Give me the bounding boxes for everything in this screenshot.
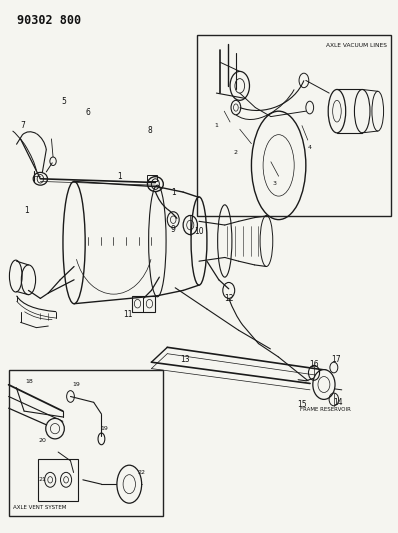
Bar [38, 458, 78, 501]
Text: 7: 7 [20, 121, 25, 130]
Text: 3: 3 [273, 181, 277, 186]
Text: 10: 10 [194, 228, 204, 237]
Bar [147, 175, 157, 181]
Text: 1: 1 [215, 123, 219, 128]
Bar [9, 370, 163, 516]
Text: 9: 9 [171, 225, 176, 234]
Text: AXLE VACUUM LINES: AXLE VACUUM LINES [326, 43, 387, 48]
Bar [132, 296, 155, 312]
Text: 14: 14 [333, 398, 343, 407]
Text: 15: 15 [297, 400, 307, 409]
Text: 4: 4 [308, 145, 312, 150]
Text: 16: 16 [309, 360, 319, 369]
Text: 90302 800: 90302 800 [17, 14, 81, 27]
Text: 12: 12 [224, 294, 234, 303]
Text: 11: 11 [123, 310, 133, 319]
Text: 22: 22 [138, 470, 146, 475]
Text: 17: 17 [331, 355, 341, 364]
Text: 5: 5 [62, 97, 66, 106]
Text: FRAME RESERVOIR: FRAME RESERVOIR [300, 407, 351, 413]
Ellipse shape [46, 418, 64, 439]
Bar [197, 35, 391, 216]
Text: 1: 1 [117, 172, 122, 181]
Text: 19: 19 [73, 382, 81, 387]
Text: 1: 1 [24, 206, 29, 215]
Text: 19: 19 [101, 426, 109, 431]
Text: AXLE VENT SYSTEM: AXLE VENT SYSTEM [13, 505, 66, 510]
Text: 21: 21 [39, 478, 47, 482]
Text: 20: 20 [39, 438, 47, 443]
Text: 8: 8 [147, 126, 152, 135]
Text: 18: 18 [25, 379, 33, 384]
Text: 2: 2 [234, 150, 238, 155]
Text: 1: 1 [171, 188, 176, 197]
Ellipse shape [313, 369, 335, 399]
Ellipse shape [117, 465, 142, 503]
Text: 13: 13 [180, 355, 190, 364]
Text: 6: 6 [86, 108, 90, 117]
